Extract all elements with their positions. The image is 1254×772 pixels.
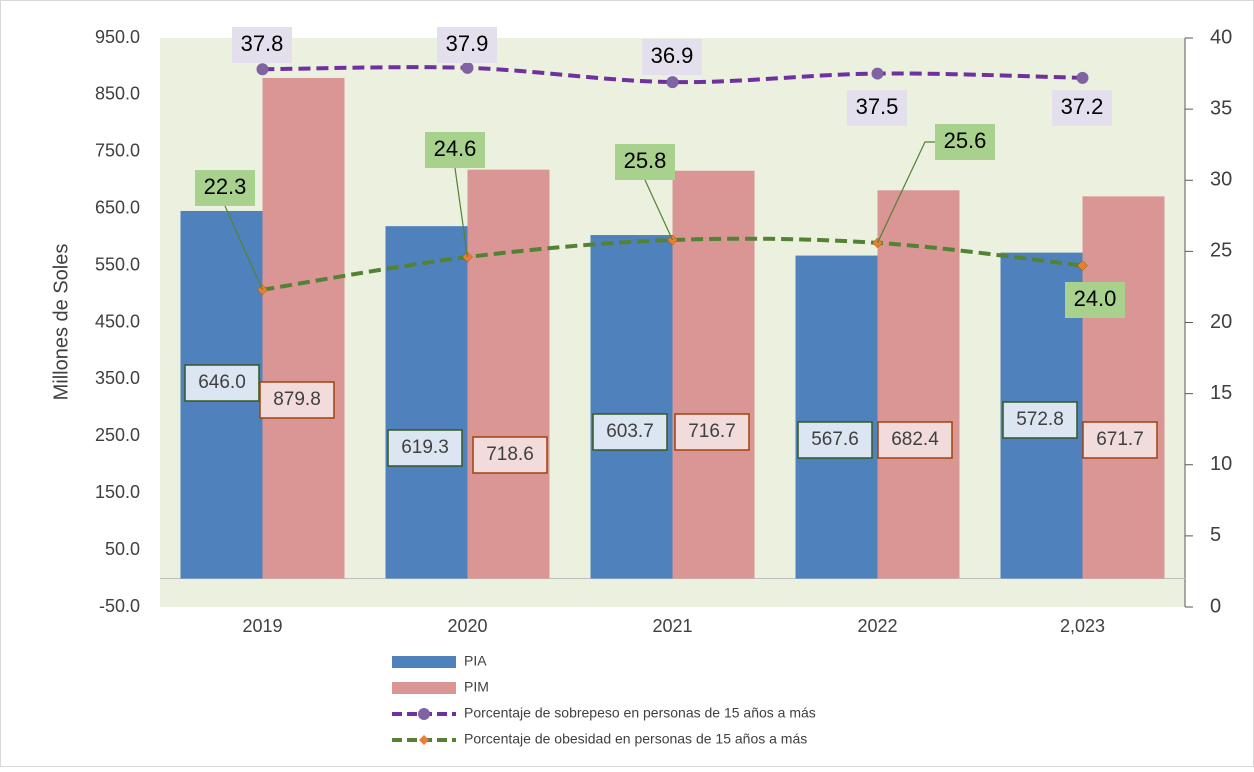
data-label-box xyxy=(642,39,702,75)
bar xyxy=(385,226,468,579)
data-label: 603.7 xyxy=(606,421,654,442)
data-label-box xyxy=(259,381,335,419)
data-label: 567.6 xyxy=(811,429,859,450)
data-label-box xyxy=(437,27,497,63)
bar xyxy=(877,190,960,579)
data-label-box xyxy=(935,124,995,160)
marker xyxy=(256,63,269,76)
bar xyxy=(262,77,345,579)
data-label-box xyxy=(1002,401,1078,439)
data-label-box xyxy=(184,364,260,402)
y2-tick-label: 0 xyxy=(1210,595,1221,617)
data-label: 24.0 xyxy=(1074,286,1117,311)
y-tick-label: 650.0 xyxy=(95,197,140,217)
data-label: 718.6 xyxy=(486,444,534,465)
data-label: 25.8 xyxy=(624,148,667,173)
x-tick-label: 2,023 xyxy=(1060,616,1105,636)
data-label: 572.8 xyxy=(1016,409,1064,430)
data-label-box xyxy=(1082,421,1158,459)
y2-tick-label: 10 xyxy=(1210,453,1232,475)
y2-tick-label: 30 xyxy=(1210,169,1232,191)
bar xyxy=(467,169,550,579)
data-label: 37.9 xyxy=(446,31,489,56)
y-tick-label: 850.0 xyxy=(95,84,140,104)
legend-label: PIA xyxy=(464,653,487,669)
leader-line xyxy=(454,167,469,258)
y-tick-label: 450.0 xyxy=(95,311,140,331)
data-label: 25.6 xyxy=(944,128,987,153)
data-label-box xyxy=(232,27,292,63)
data-label: 37.2 xyxy=(1061,94,1104,119)
data-label: 682.4 xyxy=(891,429,939,450)
marker xyxy=(871,67,884,80)
bar xyxy=(590,235,673,579)
data-label: 716.7 xyxy=(688,421,736,442)
data-label-box xyxy=(674,413,750,451)
legend-label: PIM xyxy=(464,679,489,695)
legend-marker xyxy=(418,708,430,720)
data-label: 24.6 xyxy=(434,136,477,161)
bar xyxy=(672,170,755,579)
data-label: 37.5 xyxy=(856,94,899,119)
marker xyxy=(1077,260,1088,271)
y2-tick-label: 40 xyxy=(1210,26,1232,48)
leader-line xyxy=(876,141,935,244)
marker xyxy=(666,76,679,89)
y2-tick-label: 5 xyxy=(1210,524,1221,546)
y-tick-label: 150.0 xyxy=(95,482,140,502)
data-label-box xyxy=(877,421,953,459)
legend-swatch xyxy=(392,682,456,694)
data-label-box xyxy=(425,132,485,168)
data-label-box xyxy=(1052,90,1112,126)
y2-tick-label: 25 xyxy=(1210,240,1232,262)
y-tick-label: -50.0 xyxy=(99,596,140,616)
data-label-box xyxy=(797,421,873,459)
data-label-box xyxy=(615,144,675,180)
bar xyxy=(795,255,878,579)
legend-marker xyxy=(419,735,429,745)
y-tick-label: 50.0 xyxy=(105,539,140,559)
y2-tick-label: 20 xyxy=(1210,311,1232,333)
data-label-box xyxy=(195,170,255,206)
y-tick-label: 350.0 xyxy=(95,368,140,388)
y-tick-label: 750.0 xyxy=(95,141,140,161)
y-tick-label: 250.0 xyxy=(95,425,140,445)
leader-line xyxy=(224,205,264,291)
legend-swatch xyxy=(392,656,456,668)
data-label: 671.7 xyxy=(1096,429,1144,450)
y-axis-label: Millones de Soles xyxy=(50,244,72,401)
marker xyxy=(461,61,474,74)
marker xyxy=(257,284,268,296)
bar xyxy=(1082,196,1165,579)
data-label-box xyxy=(472,436,548,474)
legend-label: Porcentaje de obesidad en personas de 15… xyxy=(464,731,807,747)
data-label-box xyxy=(1065,282,1125,318)
x-tick-label: 2019 xyxy=(242,616,282,636)
leader-line xyxy=(644,179,674,241)
x-tick-label: 2021 xyxy=(652,616,692,636)
marker xyxy=(1076,71,1089,84)
data-label: 36.9 xyxy=(651,43,694,68)
data-label: 22.3 xyxy=(204,174,247,199)
data-label: 646.0 xyxy=(198,372,246,393)
y-tick-label: 950.0 xyxy=(95,27,140,47)
y2-tick-label: 15 xyxy=(1210,382,1232,404)
legend-label: Porcentaje de sobrepeso en personas de 1… xyxy=(464,705,816,721)
x-tick-label: 2022 xyxy=(857,616,897,636)
y2-tick-label: 35 xyxy=(1210,97,1232,119)
data-label-box xyxy=(387,429,463,467)
line xyxy=(262,236,1083,292)
line xyxy=(262,65,1083,85)
y-tick-label: 550.0 xyxy=(95,254,140,274)
data-label-box xyxy=(847,90,907,126)
data-label: 37.8 xyxy=(241,31,284,56)
data-label: 619.3 xyxy=(401,437,449,458)
data-label-box xyxy=(592,413,668,451)
x-tick-label: 2020 xyxy=(447,616,487,636)
data-label: 879.8 xyxy=(273,389,321,410)
